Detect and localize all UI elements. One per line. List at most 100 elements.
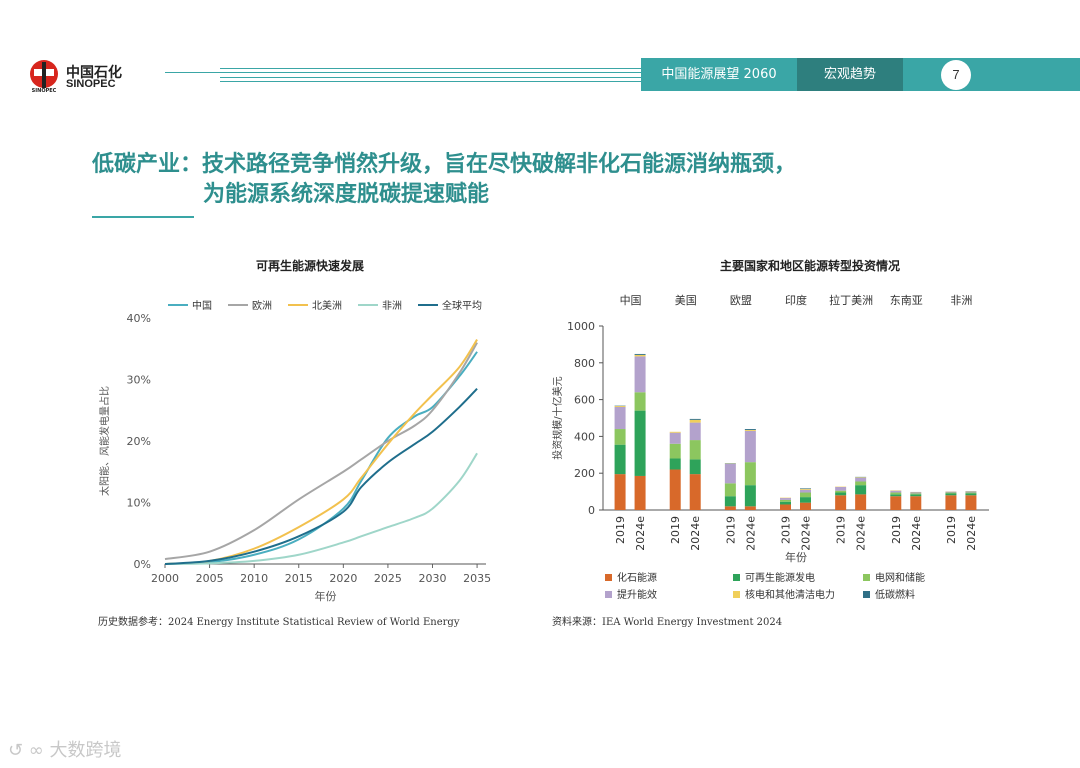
bar-segment (634, 354, 646, 357)
brand-name-cn: 中国石化 (66, 65, 122, 81)
bar-segment (724, 464, 736, 484)
bar-segment (689, 419, 701, 423)
line-chart-title: 可再生能源快速发展 (255, 259, 364, 273)
bar-segment (965, 495, 977, 510)
bar-segment (780, 501, 791, 505)
left-source-note: 历史数据参考：2024 Energy Institute Statistical… (98, 617, 460, 628)
x-tick-label: 2025 (374, 572, 402, 585)
bar-segment (669, 443, 681, 459)
bar-segment (634, 410, 646, 476)
legend-swatch (605, 591, 612, 598)
y-tick-label: 200 (574, 467, 595, 480)
bar-segment (614, 444, 626, 475)
svg-text:SINOPEC: SINOPEC (32, 88, 57, 94)
bar-segment (669, 431, 681, 433)
legend-label: 电网和储能 (875, 571, 925, 584)
series-line (164, 342, 478, 561)
legend-label: 低碳燃料 (875, 588, 915, 601)
bar-segment (689, 474, 701, 510)
x-axis-label: 年份 (315, 589, 337, 603)
legend-swatch (733, 591, 740, 598)
y-tick-label: 600 (574, 394, 595, 407)
x-tick-label: 2035 (463, 572, 491, 585)
y-tick-label: 10% (127, 497, 151, 510)
series-line (164, 452, 478, 565)
bar-segment (965, 491, 977, 493)
bar-segment (744, 429, 756, 430)
bar-segment (945, 493, 957, 496)
x-tick-label: 2024e (855, 516, 868, 551)
legend-label: 非洲 (382, 300, 402, 312)
y-axis-label: 投资规模/十亿美元 (551, 376, 564, 459)
legend-swatch (863, 574, 870, 581)
bar-segment (634, 356, 646, 393)
watermark-text: 大数跨境 (49, 740, 122, 761)
legend-label: 北美洲 (312, 299, 342, 312)
title-underline (92, 216, 194, 218)
bar-segment (855, 477, 867, 482)
legend-swatch (605, 574, 612, 581)
x-axis-label: 年份 (785, 550, 807, 564)
bar-segment (744, 462, 756, 486)
bar-segment (800, 502, 811, 510)
y-tick-label: 0% (134, 558, 151, 571)
bar-segment (910, 494, 922, 497)
bar-segment (724, 506, 736, 510)
legend-label: 欧洲 (252, 300, 272, 312)
y-tick-label: 400 (574, 430, 595, 443)
y-tick-label: 20% (127, 435, 151, 448)
bar-segment (634, 475, 646, 510)
bar-segment (744, 506, 756, 510)
bar-segment (910, 496, 922, 510)
bar-segment (689, 459, 701, 475)
page-number: 7 (941, 60, 971, 90)
header-rule (220, 81, 641, 82)
x-tick-label: 2019 (614, 516, 627, 544)
legend-label: 可再生能源发电 (745, 571, 815, 584)
bar-segment (835, 487, 847, 491)
bar-segment (835, 490, 847, 493)
bar-segment (945, 491, 957, 493)
x-tick-label: 2024e (910, 516, 923, 551)
header-rule (220, 68, 641, 69)
x-tick-label: 2024e (689, 516, 702, 551)
bar-segment (724, 496, 736, 507)
bar-segment (890, 494, 902, 497)
x-tick-label: 2019 (669, 516, 682, 544)
y-tick-label: 40% (127, 312, 151, 325)
x-tick-label: 2000 (151, 572, 179, 585)
bar-chart-title: 主要国家和地区能源转型投资情况 (719, 259, 900, 273)
group-label: 印度 (785, 293, 807, 307)
series-line (164, 351, 478, 565)
y-tick-label: 1000 (567, 320, 595, 333)
y-tick-label: 800 (574, 357, 595, 370)
y-tick-label: 0 (588, 504, 595, 517)
page-title: 低碳产业：技术路径竞争悄然升级，旨在尽快破解非化石能源消纳瓶颈， 为能源系统深度… (92, 150, 796, 210)
bar-segment (614, 406, 626, 430)
legend-label: 提升能效 (617, 588, 657, 601)
y-tick-label: 30% (127, 374, 151, 387)
bar-segment (634, 392, 646, 411)
bar-segment (945, 492, 957, 494)
legend-label: 化石能源 (617, 571, 657, 584)
group-label: 欧盟 (730, 294, 752, 307)
line-chart: 中国 欧洲 北美洲 非洲 全球平均 0% 10% 20% 30% 40% 2000 2005 2010 2… (98, 299, 491, 603)
x-tick-label: 2015 (285, 572, 313, 585)
right-source-note: 资料来源：IEA World Energy Investment 2024 (552, 617, 783, 628)
bar-segment (855, 481, 867, 486)
group-label: 非洲 (950, 294, 972, 307)
header-rule (220, 77, 641, 78)
bar-segment (780, 499, 791, 502)
legend-label: 全球平均 (442, 299, 482, 312)
header-bar (903, 58, 1080, 91)
x-tick-label: 2019 (724, 516, 737, 544)
bar-segment (800, 489, 811, 493)
bar-segment (689, 440, 701, 460)
bar-segment (614, 474, 626, 510)
bar-segment (800, 492, 811, 498)
bar-segment (724, 483, 736, 497)
bar-segment (855, 477, 867, 478)
x-tick-label: 2024e (744, 516, 757, 551)
bar-segment (669, 458, 681, 470)
x-tick-label: 2020 (329, 572, 357, 585)
